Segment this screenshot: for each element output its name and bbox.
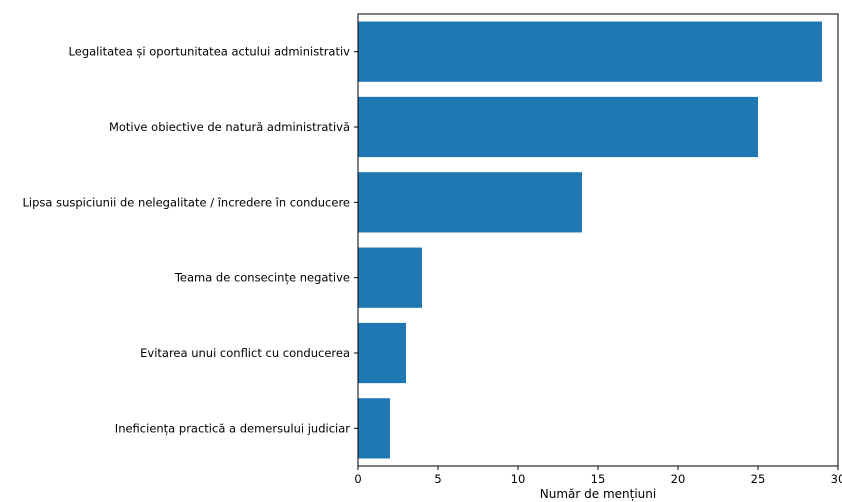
x-tick-label: 5 [434, 472, 441, 486]
bar-6 [358, 398, 390, 459]
y-tick-label: Ineficiența practică a demersului judici… [115, 421, 350, 435]
y-tick-label: Teama de consecințe negative [174, 271, 350, 285]
x-axis-ticks: 0 5 10 15 20 25 30 [354, 466, 842, 486]
y-tick-label: Lipsa suspiciunii de nelegalitate / încr… [23, 195, 351, 209]
x-tick-label: 25 [751, 472, 766, 486]
bar-2 [358, 96, 758, 158]
x-tick-label: 20 [671, 472, 686, 486]
x-tick-label: 10 [511, 472, 526, 486]
bars-group [358, 21, 822, 459]
x-tick-label: 0 [354, 472, 361, 486]
x-axis-label: Număr de mențiuni [540, 487, 656, 501]
bar-5 [358, 322, 406, 384]
bar-4 [358, 247, 422, 308]
y-tick-label: Motive obiective de natură administrativ… [109, 120, 350, 134]
y-tick-label: Evitarea unui conflict cu conducerea [140, 346, 350, 360]
y-tick-label: Legalitatea și oportunitatea actului adm… [69, 45, 351, 59]
x-tick-label: 15 [591, 472, 606, 486]
bar-1 [358, 21, 822, 82]
y-axis-ticks: Legalitatea și oportunitatea actului adm… [23, 45, 358, 435]
bar-3 [358, 172, 582, 233]
plot-frame [357, 13, 839, 467]
x-tick-label: 30 [831, 472, 842, 486]
